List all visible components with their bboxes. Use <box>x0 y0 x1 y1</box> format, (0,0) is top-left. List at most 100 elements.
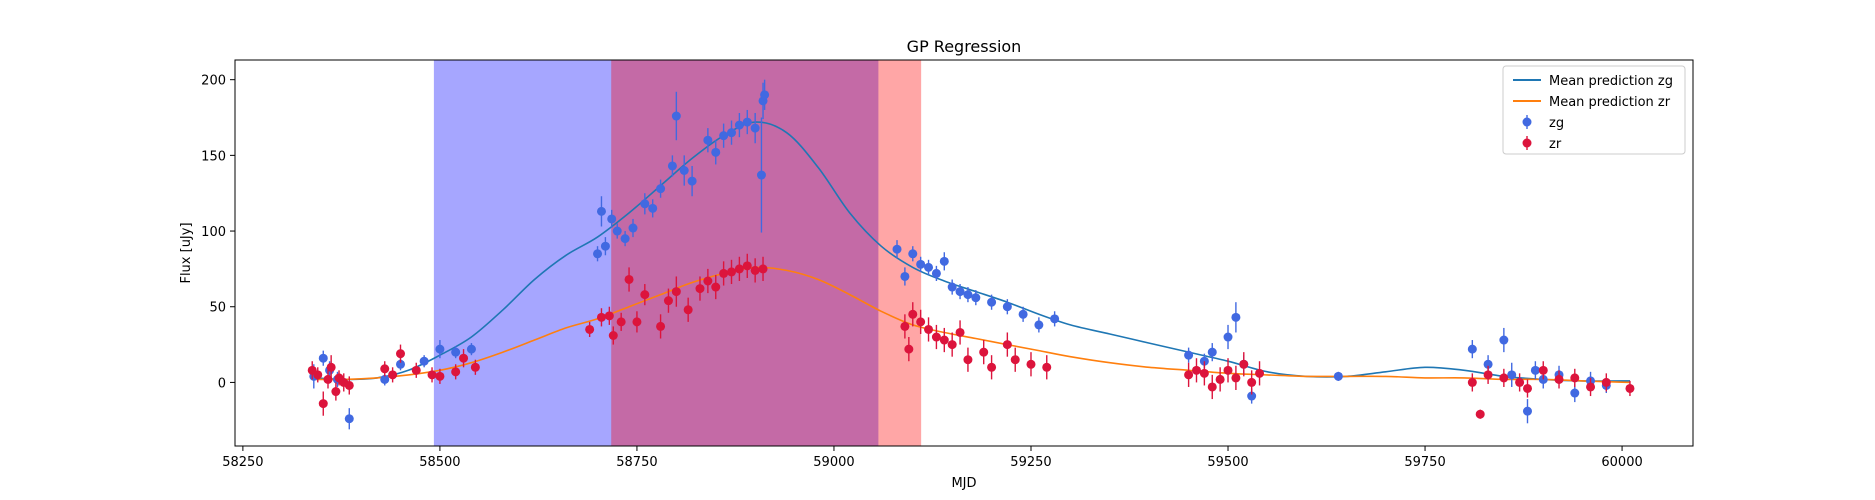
zr-point <box>727 267 737 277</box>
shaded-region-1 <box>433 60 613 446</box>
zg-point <box>963 290 973 300</box>
y-axis-label: Flux [uJy] <box>179 222 194 283</box>
zg-point <box>931 268 941 278</box>
x-tick-label: 59750 <box>1404 455 1445 470</box>
observation-points <box>307 79 1635 430</box>
zr-point <box>1223 365 1233 375</box>
zr-point <box>987 362 997 372</box>
zg-point <box>756 170 766 180</box>
zg-point <box>435 344 445 354</box>
zr-point <box>1010 355 1020 365</box>
shaded-regions <box>433 60 922 446</box>
zg-point <box>1333 371 1343 381</box>
zr-point <box>683 305 693 315</box>
zr-point <box>326 362 336 372</box>
zr-point <box>750 265 760 275</box>
zr-point <box>719 268 729 278</box>
zg-point <box>667 161 677 171</box>
zr-point <box>388 370 398 380</box>
zr-point <box>955 327 965 337</box>
zg-point <box>924 262 934 272</box>
x-tick-label: 58250 <box>222 455 263 470</box>
zg-point <box>955 287 965 297</box>
zg-point <box>1050 314 1060 324</box>
zg-point <box>396 359 406 369</box>
zg-point <box>318 353 328 363</box>
zg-point <box>620 234 630 244</box>
zr-point <box>742 261 752 271</box>
x-tick-label: 58500 <box>419 455 460 470</box>
zr-point <box>632 317 642 327</box>
zg-point <box>687 176 697 186</box>
zr-point <box>916 317 926 327</box>
zr-point <box>427 370 437 380</box>
zr-point <box>1231 373 1241 383</box>
zg-point <box>600 241 610 251</box>
legend-label-zg: zg <box>1549 116 1564 131</box>
zg-point <box>1507 370 1517 380</box>
zr-point <box>318 399 328 409</box>
plot-frame <box>234 59 1694 447</box>
zr-point <box>624 274 634 284</box>
zr-point <box>1625 383 1635 393</box>
y-tick-label: 100 <box>201 225 226 240</box>
zr-point <box>695 284 705 294</box>
zg-point <box>939 256 949 266</box>
zr-point <box>963 355 973 365</box>
zr-point <box>1601 377 1611 387</box>
zr-point <box>608 330 618 340</box>
zg-point <box>1522 406 1532 416</box>
zr-point <box>1042 362 1052 372</box>
zr-point <box>435 371 445 381</box>
zg-point <box>380 374 390 384</box>
zr-point <box>1554 374 1564 384</box>
zg-point <box>607 214 617 224</box>
zr-point <box>924 324 934 334</box>
zr-point <box>656 321 666 331</box>
zg-point <box>628 223 638 233</box>
zg-point <box>892 244 902 254</box>
zr-point <box>908 309 918 319</box>
zr-point <box>331 387 341 397</box>
zg-point <box>1483 359 1493 369</box>
y-tick-label: 50 <box>209 301 226 316</box>
shaded-region-2 <box>611 60 880 446</box>
legend-swatch-zg <box>1522 117 1532 127</box>
zr-point <box>1515 377 1525 387</box>
zr-point <box>1184 370 1194 380</box>
zg-point <box>719 131 729 141</box>
zg-point <box>703 135 713 145</box>
zr-point <box>900 321 910 331</box>
zg-point <box>947 282 957 292</box>
zg-point <box>1018 309 1028 319</box>
mean-prediction-zg-line <box>313 121 1631 382</box>
zr-point <box>904 344 914 354</box>
zg-point <box>466 344 476 354</box>
zg-point <box>1467 344 1477 354</box>
zr-point <box>411 365 421 375</box>
zr-point <box>1207 382 1217 392</box>
zr-point <box>1522 383 1532 393</box>
zr-point <box>313 370 323 380</box>
zg-point <box>711 147 721 157</box>
y-tick-label: 150 <box>201 149 226 164</box>
zg-point <box>1570 388 1580 398</box>
zr-point <box>344 380 354 390</box>
chart-title: GP Regression <box>907 37 1022 56</box>
series-zr-points <box>307 253 1635 419</box>
zr-point <box>758 264 768 274</box>
zr-point <box>1239 359 1249 369</box>
legend-box <box>1502 65 1686 155</box>
zr-point <box>459 353 469 363</box>
zg-point <box>750 123 760 133</box>
zr-point <box>979 347 989 357</box>
zg-point <box>1231 312 1241 322</box>
zg-point <box>742 117 752 127</box>
zg-point <box>734 120 744 130</box>
zr-point <box>703 276 713 286</box>
x-axis: 58250 58500 58750 59000 59250 59500 59750 60000 <box>222 446 1643 470</box>
zr-point <box>640 290 650 300</box>
zr-point <box>1255 368 1265 378</box>
zg-point <box>916 259 926 269</box>
